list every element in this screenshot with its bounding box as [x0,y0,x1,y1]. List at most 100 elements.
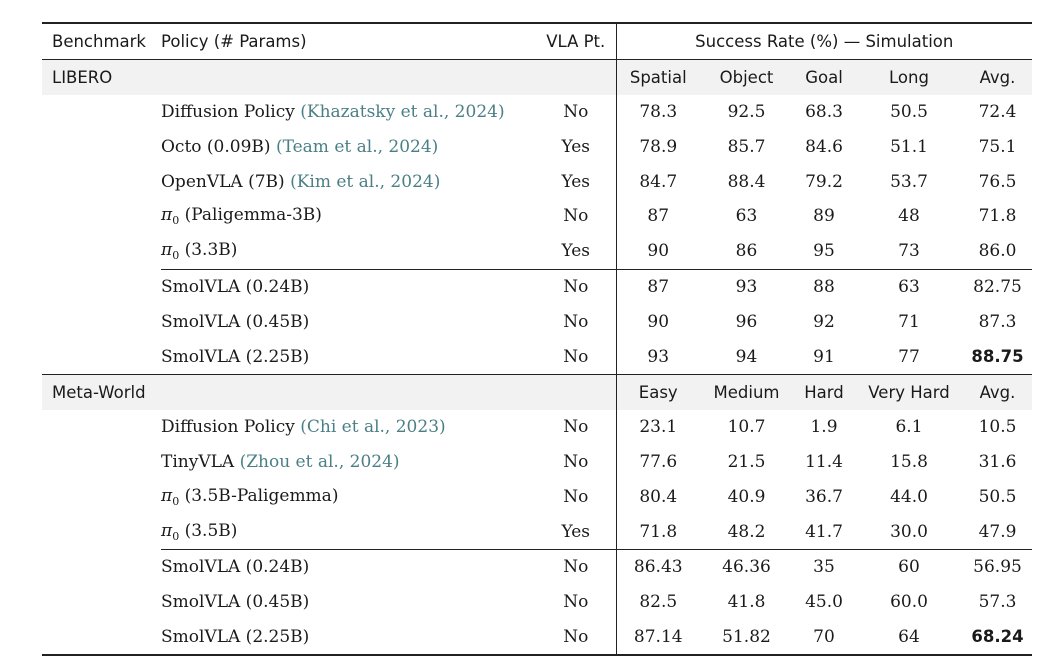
table-row: SmolVLA (2.25B) No 87.14 51.82 70 64 68.24 [42,619,1033,657]
pi-symbol: π [161,205,173,226]
value-cell: 92.5 [727,101,766,122]
vla-pt-cell: No [536,304,617,340]
vla-pt-cell: No [536,548,617,585]
section-spacer [536,373,617,410]
policy-cell: π0 (Paligemma-3B) [161,199,536,234]
value-cell: 93 [700,268,793,305]
value-cell: 79.2 [805,171,843,192]
value-cell: 31.6 [978,451,1017,472]
value-cell: 86.43 [616,548,700,585]
benchmark-blank [42,585,161,620]
benchmark-blank [42,269,161,304]
policy-name: (3.5B-Paligemma) [184,485,339,506]
vla-pt-cell: Yes [536,233,617,270]
value-cell: 95 [813,241,835,262]
value-cell: 36.7 [805,486,843,507]
column-header: Avg. [963,373,1033,410]
policy-cell: SmolVLA (0.45B) [161,585,536,620]
value-cell: 78.9 [639,136,678,157]
table-row: SmolVLA (0.45B) No 90 96 92 71 87.3 [42,304,1032,340]
pi-symbol: π [161,485,173,506]
policy-name: OpenVLA (7B) [161,171,285,192]
value-cell: 57.3 [978,592,1017,613]
value-cell: 6.1 [895,417,923,438]
policy-name: SmolVLA (2.25B) [161,626,310,647]
column-header: Long [855,58,963,95]
value-cell: 30.0 [890,521,928,542]
column-header: Medium [700,373,793,410]
column-header: Hard [793,373,855,410]
value-cell: 11.4 [805,451,843,472]
value-cell: 93 [647,346,670,367]
vla-pt-cell: No [536,409,617,445]
value-cell: 50.5 [890,101,928,122]
column-header: Easy [616,373,700,410]
table-row: TinyVLA (Zhou et al., 2024) No 77.6 21.5 11.… [42,444,1032,480]
value-cell: 21.5 [727,451,766,472]
value-cell: 87.3 [978,311,1017,332]
table-row: SmolVLA (2.25B) No 93 94 91 77 88.75 [42,339,1032,375]
benchmark-blank [42,445,161,480]
value-cell: 50.5 [978,486,1017,507]
column-header: Avg. [963,58,1033,95]
policy-cell: TinyVLA (Zhou et al., 2024) [161,445,536,480]
section-spacer [161,373,536,410]
policy-name: SmolVLA (0.45B) [161,592,310,613]
header-vla-pt: VLA Pt. [536,21,617,60]
header-success-rate: Success Rate (%) — Simulation [616,21,1033,60]
benchmark-blank [42,129,161,164]
value-cell: 88.4 [727,171,766,192]
pi-subscript: 0 [172,249,180,263]
value-cell: 53.7 [890,171,928,192]
policy-name: SmolVLA (0.24B) [161,276,310,297]
value-cell: 15.8 [890,451,928,472]
value-cell: 44.0 [890,486,928,507]
benchmark-blank [42,549,161,584]
table-row: Diffusion Policy (Chi et al., 2023) No 23.… [42,409,1032,445]
policy-name: (Paligemma-3B) [184,205,322,226]
value-cell: 88 [793,268,855,305]
header-benchmark: Benchmark [42,21,161,60]
section-name: LIBERO [42,58,161,95]
vla-pt-cell: Yes [536,164,617,199]
value-cell: 82.75 [963,268,1033,305]
vla-pt-cell: Yes [536,129,617,165]
policy-name: Diffusion Policy [161,417,295,438]
value-cell: 77.6 [639,451,678,472]
policy-cell: SmolVLA (2.25B) [161,619,536,657]
table-row: SmolVLA (0.24B) No 87 93 88 63 82.75 [42,268,1033,305]
value-cell: 71.8 [639,521,678,542]
value-cell: 68.3 [805,101,843,122]
value-cell: 87.14 [616,619,700,657]
value-cell: 68.24 [963,619,1033,657]
value-cell: 47.9 [978,521,1017,542]
citation-link: (Chi et al., 2023) [300,417,446,438]
table-row: Octo (0.09B) (Team et al., 2024) Yes 78.9 8… [42,129,1032,165]
value-cell: 45.0 [805,592,843,613]
value-cell: 35 [793,548,855,585]
value-cell: 63 [735,206,758,227]
policy-cell: OpenVLA (7B) (Kim et al., 2024) [161,164,536,199]
section-name: Meta-World [42,373,161,410]
benchmark-blank [42,339,161,374]
value-cell: 41.8 [727,592,766,613]
citation-link: (Zhou et al., 2024) [239,451,400,472]
column-header: Spatial [616,58,700,95]
results-table-body: Benchmark Policy (# Params) VLA Pt. Succ… [42,21,1033,657]
table-row: Diffusion Policy (Khazatsky et al., 2024… [42,94,1032,130]
column-header: Goal [793,58,855,95]
policy-cell: π0 (3.5B) [161,514,536,549]
policy-cell: SmolVLA (0.24B) [161,548,536,585]
value-cell: 76.5 [978,171,1017,192]
value-cell: 80.4 [639,486,678,507]
value-cell: 51.1 [890,136,928,157]
table-row: SmolVLA (0.45B) No 82.5 41.8 45.0 60.0 57.3 [42,584,1032,620]
value-cell: 10.7 [727,417,766,438]
policy-cell: Diffusion Policy (Chi et al., 2023) [161,410,536,445]
benchmark-blank [42,234,161,269]
vla-pt-cell: No [536,94,617,130]
pi-subscript: 0 [172,494,180,508]
column-header: Object [700,58,793,95]
pi-symbol: π [161,520,173,541]
header-row: Benchmark Policy (# Params) VLA Pt. Succ… [42,21,1033,60]
